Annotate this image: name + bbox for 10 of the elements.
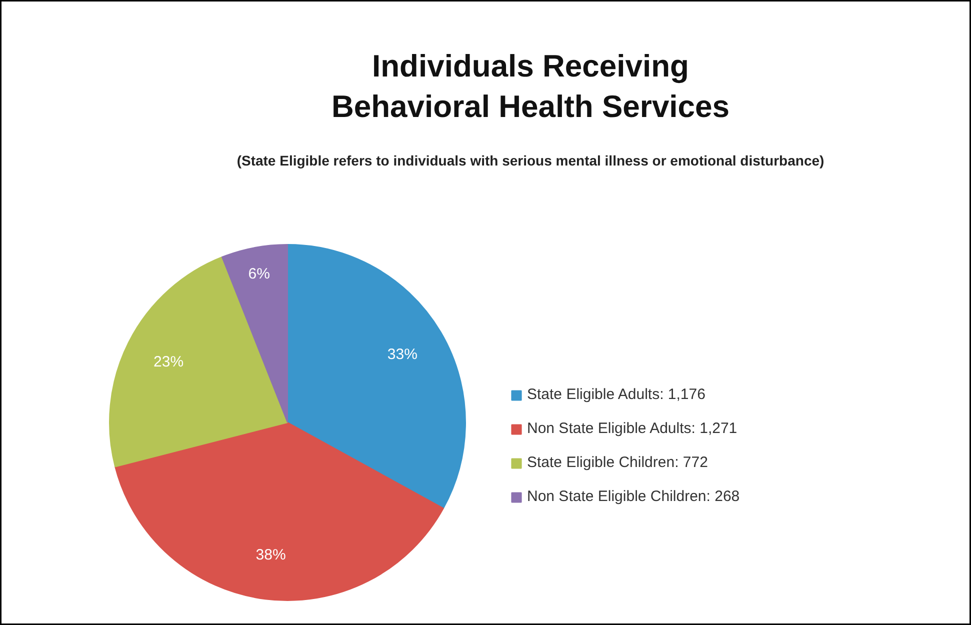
chart-title: Individuals Receiving Behavioral Health Services (331, 48, 730, 124)
legend-label: Non State Eligible Children: 268 (527, 488, 740, 505)
data-label: 6% (248, 265, 270, 282)
chart-subtitle: (State Eligible refers to individuals with serious mental illness or emotional disturbance) (236, 152, 824, 168)
legend-label: State Eligible Adults: 1,176 (527, 386, 706, 403)
legend-label: Non State Eligible Adults: 1,271 (527, 420, 738, 437)
data-label: 38% (256, 546, 286, 564)
legend-label: State Eligible Children: 772 (527, 454, 708, 471)
data-label: 33% (387, 346, 418, 364)
data-label: 23% (154, 353, 184, 370)
